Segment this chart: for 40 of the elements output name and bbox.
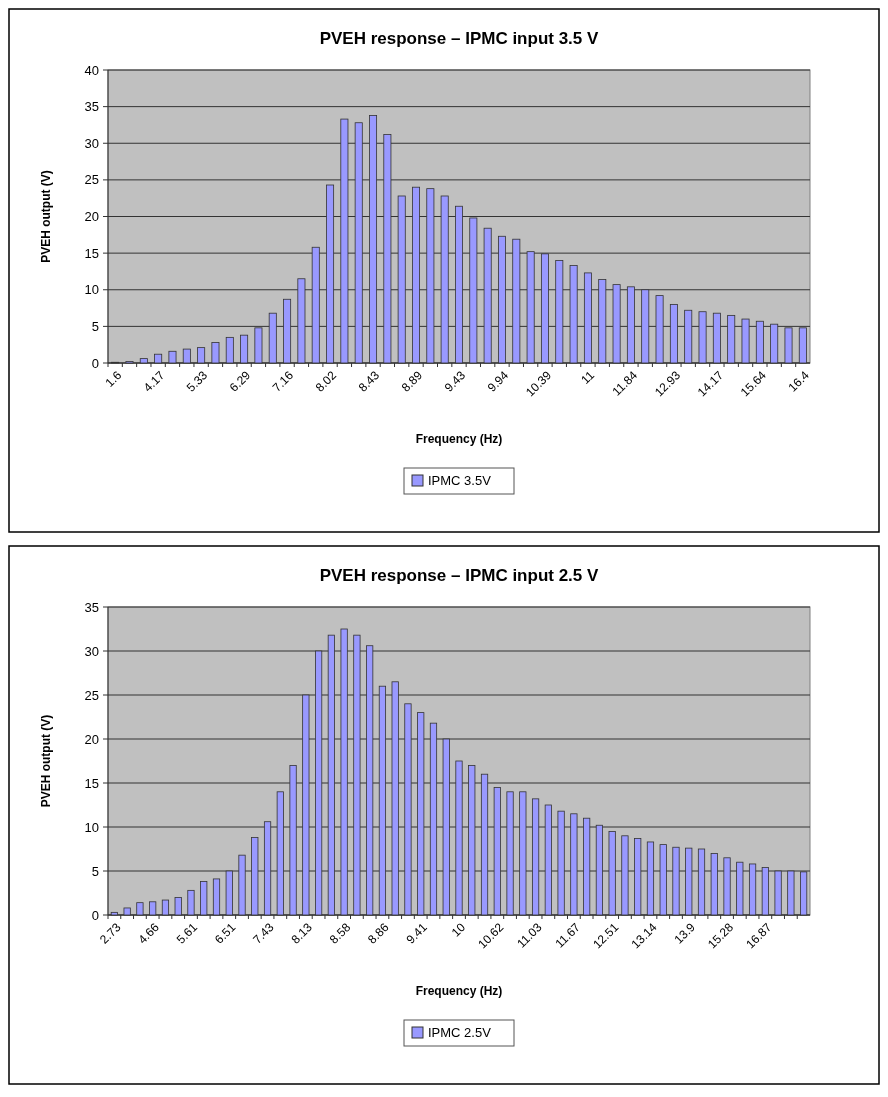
y-tick-label: 10 — [84, 819, 99, 835]
x-tick-label: 1.6 — [102, 367, 125, 390]
y-tick-label: 15 — [84, 245, 99, 261]
x-tick-label: 5.61 — [173, 919, 201, 947]
y-tick-label: 20 — [84, 731, 99, 747]
x-tick-label: 8.89 — [398, 367, 426, 395]
legend-label: IPMC 3.5V — [428, 473, 492, 488]
x-tick-label: 7.16 — [269, 367, 297, 395]
x-tick-label: 4.66 — [135, 919, 162, 947]
x-axis-title: Frequency (Hz) — [415, 984, 503, 998]
x-tick-label: 8.43 — [355, 367, 383, 395]
x-tick-label: 8.58 — [326, 919, 354, 947]
y-tick-label: 5 — [91, 318, 99, 334]
chart-title: PVEH response – IPMC input 3.5 V — [319, 29, 599, 48]
x-tick-label: 8.02 — [312, 367, 340, 395]
x-tick-label: 11 — [578, 367, 598, 387]
x-tick-label: 6.29 — [226, 367, 254, 395]
legend-label: IPMC 2.5V — [428, 1025, 492, 1040]
x-tick-label: 9.41 — [403, 919, 431, 947]
y-tick-label: 0 — [91, 907, 99, 923]
chart-title: PVEH response – IPMC input 2.5 V — [319, 566, 599, 585]
y-tick-label: 15 — [84, 775, 99, 791]
y-tick-label: 25 — [84, 172, 99, 188]
y-tick-label: 30 — [84, 643, 99, 659]
y-tick-label: 35 — [84, 599, 99, 615]
y-axis-title: PVEH output (V) — [39, 170, 53, 263]
y-tick-label: 40 — [84, 62, 99, 78]
x-tick-label: 10 — [448, 919, 469, 940]
x-tick-label: 7.43 — [250, 919, 277, 947]
y-tick-label: 25 — [84, 687, 99, 703]
y-tick-label: 30 — [84, 135, 99, 151]
x-axis-title: Frequency (Hz) — [415, 432, 503, 446]
y-tick-label: 5 — [91, 863, 99, 879]
y-tick-label: 35 — [84, 99, 99, 115]
x-tick-label: 4.17 — [140, 367, 168, 395]
y-axis-title: PVEH output (V) — [39, 714, 53, 808]
y-tick-label: 10 — [84, 282, 99, 298]
y-tick-label: 0 — [91, 355, 99, 371]
x-tick-label: 6.51 — [211, 919, 239, 947]
y-tick-label: 20 — [84, 209, 99, 225]
